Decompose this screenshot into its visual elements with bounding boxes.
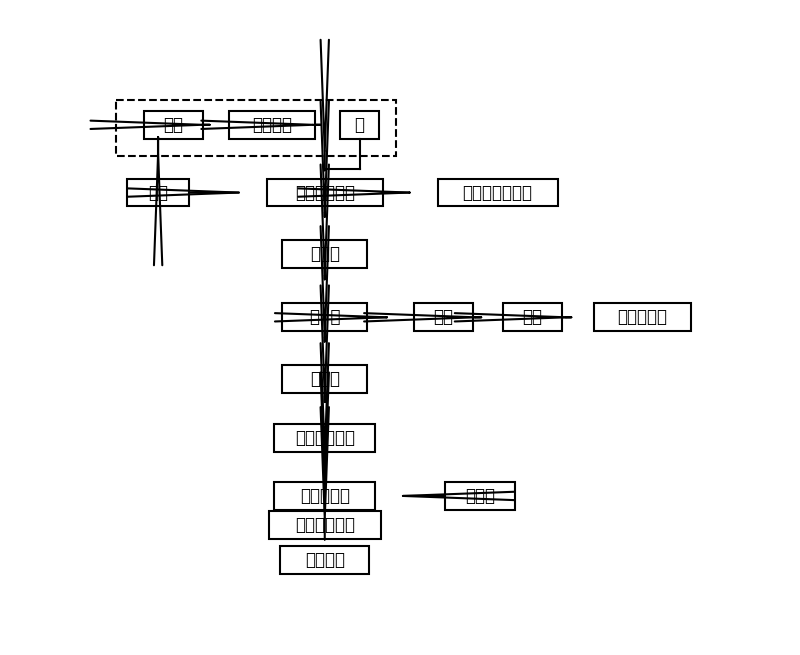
Bar [594,303,691,331]
Text: 生物柴油: 生物柴油 [305,551,345,569]
Text: 油料: 油料 [148,183,168,202]
Bar [266,179,383,206]
Text: 脱溶脱脂粕: 脱溶脱脂粕 [618,309,667,326]
Text: （低温）压榨: （低温）压榨 [294,183,354,202]
Text: 仁: 仁 [354,116,365,134]
Text: （低温）压榨油: （低温）压榨油 [462,183,533,202]
Bar [445,482,514,510]
Bar [282,240,367,268]
Bar [230,111,314,139]
Text: 混合油: 混合油 [310,370,340,388]
Text: 脱壳: 脱壳 [164,116,184,134]
Bar [269,512,381,539]
Text: 湿粕: 湿粕 [434,309,454,326]
Text: 蒸发（冷却）: 蒸发（冷却） [294,429,354,447]
Text: 仁壳分离: 仁壳分离 [252,116,292,134]
Text: 脱溶: 脱溶 [522,309,542,326]
Bar [274,482,375,510]
Bar [127,179,189,206]
Bar [438,179,558,206]
Bar [414,303,473,331]
Bar [503,303,562,331]
Bar [282,303,367,331]
Text: 浓缩混合油: 浓缩混合油 [300,487,350,505]
Bar [144,111,203,139]
Bar [340,111,379,139]
Bar [280,546,370,574]
Text: 生物柴油转化: 生物柴油转化 [294,516,354,534]
Bar [115,100,396,156]
Text: 浸  出: 浸 出 [310,309,340,326]
Bar [282,365,367,393]
Bar [274,424,375,452]
Text: 催化剂: 催化剂 [465,487,494,505]
Text: 压榨饼: 压榨饼 [310,245,340,263]
